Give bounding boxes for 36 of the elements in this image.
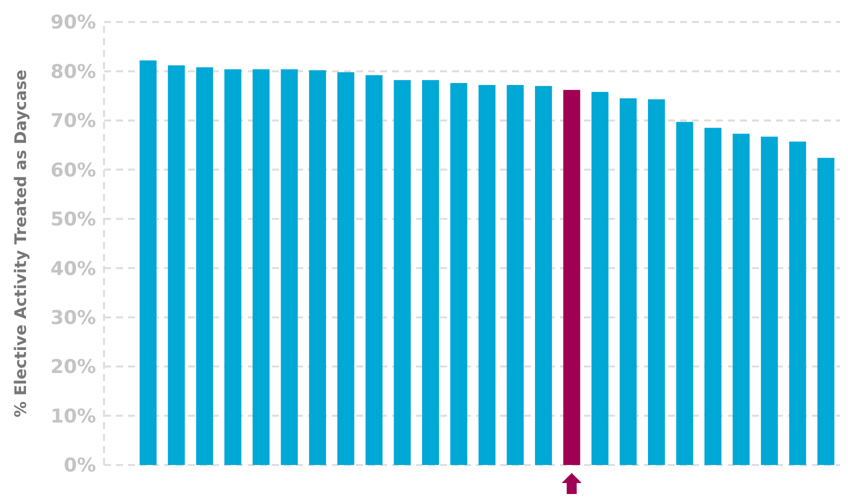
bar bbox=[817, 158, 834, 465]
y-tick-label: 50% bbox=[50, 208, 96, 231]
bar bbox=[280, 69, 298, 465]
bar bbox=[422, 80, 439, 465]
y-tick-label: 60% bbox=[50, 159, 96, 182]
bar bbox=[196, 67, 214, 465]
bar bbox=[676, 122, 694, 465]
bar bbox=[394, 80, 411, 465]
bar bbox=[366, 75, 383, 465]
bar bbox=[620, 98, 637, 465]
bar bbox=[591, 92, 608, 465]
y-tick-label: 40% bbox=[50, 258, 96, 280]
bar bbox=[732, 134, 750, 465]
bar bbox=[648, 99, 665, 465]
bar bbox=[224, 69, 242, 465]
bar bbox=[478, 85, 496, 465]
bar bbox=[563, 90, 580, 465]
bar bbox=[252, 69, 270, 465]
bar bbox=[506, 85, 524, 465]
bar bbox=[168, 65, 185, 465]
bar bbox=[704, 128, 722, 465]
y-tick-label: 10% bbox=[50, 405, 96, 428]
bar bbox=[337, 72, 354, 465]
bar bbox=[140, 60, 157, 465]
y-tick-label: 0% bbox=[64, 454, 96, 477]
bar bbox=[309, 70, 326, 465]
y-tick-label: 90% bbox=[50, 12, 96, 34]
y-tick-label: 80% bbox=[50, 60, 96, 83]
y-tick-label: 30% bbox=[50, 306, 96, 329]
y-axis-title: % Elective Activity Treated as Daycase bbox=[11, 70, 30, 418]
y-tick-label: 70% bbox=[50, 110, 96, 132]
y-tick-label: 20% bbox=[50, 356, 96, 378]
bar bbox=[789, 142, 806, 465]
bar bbox=[760, 136, 778, 465]
bar bbox=[535, 86, 552, 465]
bar bbox=[450, 83, 468, 465]
